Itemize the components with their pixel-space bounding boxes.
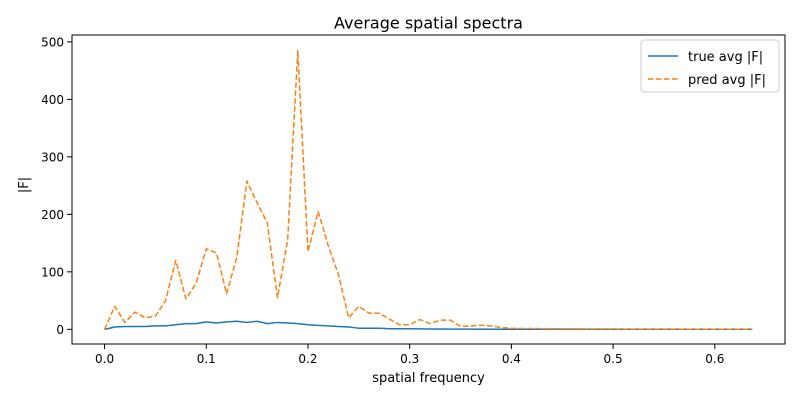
legend-label-pred: pred avg |F|: [688, 73, 766, 88]
y-tick-label: 200: [41, 208, 64, 222]
legend-label-true: true avg |F|: [688, 50, 763, 65]
series-line-pred-avg: [103, 49, 753, 330]
x-tick-label: 0.3: [400, 352, 419, 366]
y-tick-label: 300: [41, 150, 64, 164]
y-axis-label: |F|: [17, 177, 32, 193]
x-tick-label: 0.1: [197, 352, 216, 366]
plot-frame: [71, 34, 786, 345]
chart-title: Average spatial spectra: [334, 14, 523, 33]
x-axis: 0.0 0.1 0.2 0.3 0.4 0.5 0.6: [95, 344, 724, 366]
x-axis-label: spatial frequency: [372, 371, 485, 386]
y-tick-label: 400: [41, 93, 64, 107]
x-tick-label: 0.4: [502, 352, 521, 366]
series-line-true-avg: [104, 320, 753, 331]
y-tick-label: 0: [56, 323, 64, 337]
y-tick-label: 500: [41, 35, 64, 49]
series-layer: [103, 49, 753, 331]
x-tick-label: 0.5: [604, 352, 623, 366]
plot-area: [100, 48, 720, 343]
y-tick-label: 100: [41, 265, 64, 279]
x-tick-label: 0.2: [298, 352, 317, 366]
legend: true avg |F| pred avg |F|: [640, 39, 780, 93]
y-axis: 0 100 200 300 400 500: [41, 35, 72, 337]
x-tick-label: 0.0: [95, 352, 114, 366]
x-tick-label: 0.6: [705, 352, 724, 366]
